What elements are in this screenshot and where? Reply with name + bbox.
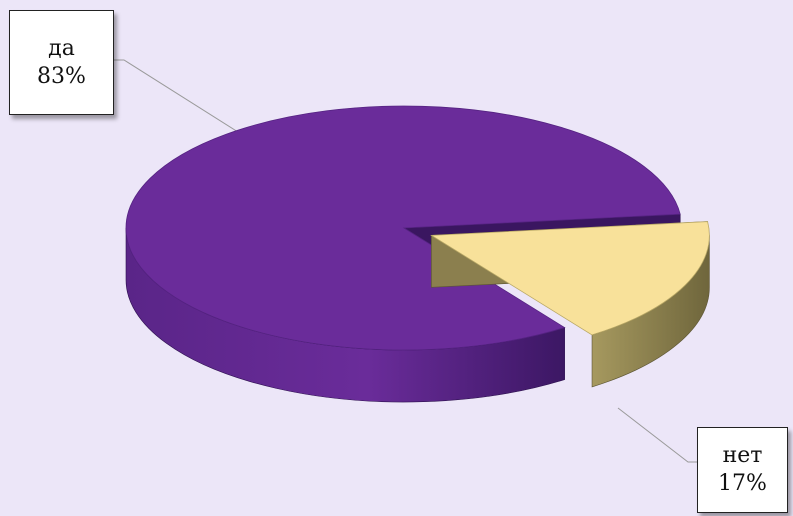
leader-line-net — [617, 407, 697, 463]
data-label-net: нет 17% — [697, 427, 788, 513]
pie-slices — [125, 105, 710, 403]
slice-da-top — [125, 105, 681, 351]
data-label-da-category: да — [48, 35, 75, 61]
data-label-net-percent: 17% — [718, 471, 767, 496]
leader-lines — [112, 59, 697, 463]
leader-line-da — [112, 59, 239, 133]
pie-slice-net — [430, 221, 710, 388]
slice-net-top — [430, 221, 710, 336]
data-label-da-percent: 83% — [37, 63, 86, 89]
data-label-da: да 83% — [9, 10, 114, 115]
data-label-net-category: нет — [722, 443, 763, 468]
